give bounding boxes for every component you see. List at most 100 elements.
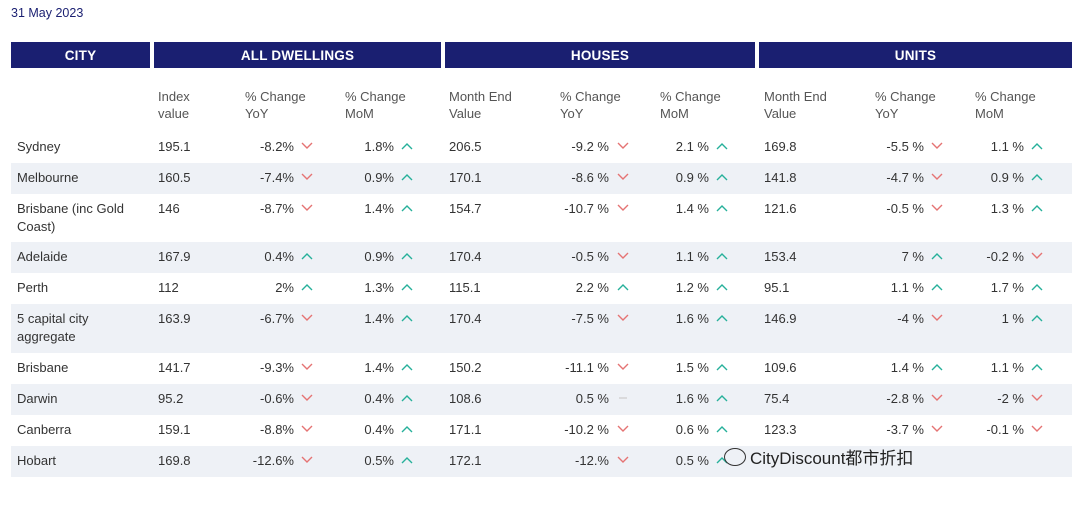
table-row: Darwin 95.2 -0.6% 0.4% 108.6 0.5 % 1.6 % 75.4 -2… — [11, 384, 1072, 415]
cell-u-value: 75.4 — [764, 391, 790, 406]
arrow-down-icon — [931, 421, 945, 439]
cell-u-value: 169.8 — [764, 139, 797, 154]
cell-h-value: 108.6 — [449, 391, 482, 406]
table-row: Melbourne 160.5 -7.4% 0.9% 170.1 -8.6 % 0.9 % 1… — [11, 163, 1072, 194]
cell-h-value: 172.1 — [449, 453, 482, 468]
arrow-up-icon — [1031, 138, 1045, 156]
arrow-down-icon — [617, 138, 631, 156]
cell-u-mom: -2 % — [997, 391, 1024, 406]
header-units: UNITS — [759, 42, 1072, 68]
cell-h-mom: 2.1 % — [675, 139, 709, 154]
table-row: Brisbane 141.7 -9.3% 1.4% 150.2 -11.1 % 1.5 % 1… — [11, 353, 1072, 384]
header-houses: HOUSES — [445, 42, 755, 68]
cell-all-mom: 0.5% — [364, 453, 394, 468]
cell-h-yoy: -11.1 % — [565, 360, 609, 375]
cell-all-mom: 1.8% — [364, 139, 394, 154]
cell-h-mom: 1.6 % — [675, 391, 709, 406]
watermark-text: CityDiscount都市折扣 — [750, 449, 914, 468]
cell-u-mom: 1 % — [1001, 311, 1024, 326]
arrow-down-icon — [617, 200, 631, 218]
cell-all-yoy: -8.7% — [260, 201, 294, 216]
cell-all-index: 167.9 — [158, 249, 191, 264]
arrow-up-icon — [716, 248, 730, 266]
arrow-down-icon — [301, 169, 315, 187]
cell-u-yoy: -4.7 % — [886, 170, 924, 185]
cell-all-index: 146 — [158, 201, 180, 216]
cell-all-mom: 1.3% — [364, 280, 394, 295]
arrow-up-icon — [931, 359, 945, 377]
dash-icon — [617, 390, 631, 408]
cell-u-value: 121.6 — [764, 201, 797, 216]
arrow-down-icon — [931, 390, 945, 408]
cell-u-mom: -0.1 % — [986, 422, 1024, 437]
cell-all-yoy: -8.2% — [260, 139, 294, 154]
arrow-up-icon — [716, 279, 730, 297]
arrow-up-icon — [1031, 359, 1045, 377]
report-date: 31 May 2023 — [11, 6, 84, 20]
subheader-all-mom: % Change MoM — [345, 89, 406, 121]
subheader-houses-value: Month End Value — [449, 89, 512, 121]
table-row: Brisbane (inc Gold Coast) 146 -8.7% 1.4% 154… — [11, 194, 1072, 242]
arrow-up-icon — [401, 359, 415, 377]
arrow-down-icon — [931, 138, 945, 156]
cell-h-yoy: -8.6 % — [571, 170, 609, 185]
cell-h-yoy: -9.2 % — [571, 139, 609, 154]
cell-all-index: 169.8 — [158, 453, 191, 468]
arrow-down-icon — [617, 421, 631, 439]
cell-all-mom: 0.4% — [364, 422, 394, 437]
cell-all-yoy: -7.4% — [260, 170, 294, 185]
arrow-down-icon — [617, 310, 631, 328]
arrow-up-icon — [1031, 200, 1045, 218]
arrow-down-icon — [1031, 390, 1045, 408]
cell-h-value: 170.4 — [449, 249, 482, 264]
arrow-up-icon — [931, 248, 945, 266]
arrow-up-icon — [1031, 169, 1045, 187]
arrow-up-icon — [716, 138, 730, 156]
arrow-down-icon — [301, 390, 315, 408]
arrow-down-icon — [931, 310, 945, 328]
table-row: Sydney 195.1 -8.2% 1.8% 206.5 -9.2 % 2.1 % 169.… — [11, 132, 1072, 163]
cell-h-value: 170.1 — [449, 170, 482, 185]
cell-h-mom: 1.4 % — [675, 201, 709, 216]
arrow-up-icon — [301, 248, 315, 266]
arrow-up-icon — [401, 279, 415, 297]
cell-all-yoy: -12.6% — [252, 453, 294, 468]
cell-u-yoy: 1.1 % — [890, 280, 924, 295]
cell-all-index: 95.2 — [158, 391, 184, 406]
table-row: Hobart 169.8 -12.6% 0.5% 172.1 -12.% 0.5 % — [11, 446, 1072, 477]
cell-u-value: 141.8 — [764, 170, 797, 185]
arrow-up-icon — [931, 279, 945, 297]
cell-u-mom: 1.3 % — [990, 201, 1024, 216]
cell-h-yoy: 2.2 % — [575, 280, 609, 295]
cell-u-mom: 1.7 % — [990, 280, 1024, 295]
arrow-down-icon — [617, 169, 631, 187]
cell-h-mom: 1.2 % — [675, 280, 709, 295]
arrow-up-icon — [716, 169, 730, 187]
chat-bubble-icon — [724, 447, 746, 466]
cell-h-yoy: -12.% — [575, 453, 609, 468]
cell-u-yoy: 7 % — [901, 249, 924, 264]
arrow-up-icon — [1031, 279, 1045, 297]
cell-h-yoy: -10.7 % — [564, 201, 609, 216]
arrow-down-icon — [617, 359, 631, 377]
cell-all-index: 163.9 — [158, 311, 191, 326]
cell-all-mom: 1.4% — [364, 360, 394, 375]
subheader-all-yoy: % Change YoY — [245, 89, 306, 121]
cell-all-yoy: -0.6% — [260, 391, 294, 406]
cell-all-index: 112 — [158, 280, 179, 295]
subheader-units-yoy: % Change YoY — [875, 89, 936, 121]
cell-h-mom: 1.5 % — [675, 360, 709, 375]
cell-all-yoy: -8.8% — [260, 422, 294, 437]
cell-h-yoy: -10.2 % — [564, 422, 609, 437]
arrow-down-icon — [931, 200, 945, 218]
arrow-down-icon — [301, 200, 315, 218]
city-name: Darwin — [17, 391, 58, 406]
cell-h-mom: 0.6 % — [675, 422, 709, 437]
city-name: Perth — [17, 280, 49, 295]
cell-u-value: 95.1 — [764, 280, 790, 295]
cell-h-mom: 0.9 % — [675, 170, 709, 185]
arrow-up-icon — [401, 248, 415, 266]
table-row: Perth 112 2% 1.3% 115.1 2.2 % 1.2 % 95.1 1.1 % 1.… — [11, 273, 1072, 304]
arrow-down-icon — [931, 169, 945, 187]
cell-h-yoy: -0.5 % — [571, 249, 609, 264]
